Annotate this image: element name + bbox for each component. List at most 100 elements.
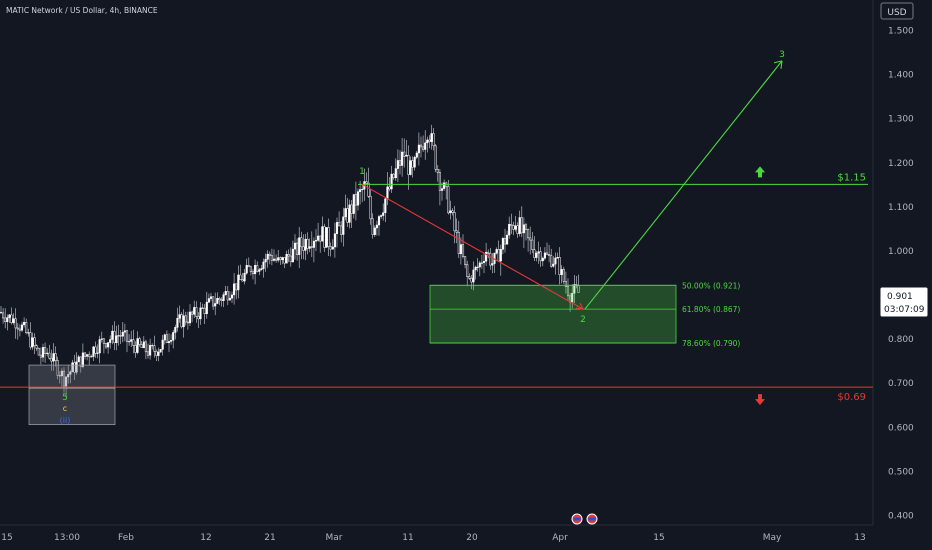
candle	[144, 339, 147, 360]
price-tick-label: 0.700	[888, 379, 914, 389]
candle	[419, 136, 423, 158]
candle	[390, 165, 393, 193]
candle	[464, 256, 467, 269]
candle	[487, 249, 490, 259]
candle	[459, 237, 462, 265]
candle	[184, 311, 187, 326]
price-tick-label: 1.400	[888, 71, 914, 81]
candle	[329, 242, 332, 257]
candle	[260, 264, 263, 271]
candle	[545, 242, 549, 256]
candle	[428, 135, 431, 149]
decline-arrow	[361, 183, 584, 310]
candle	[123, 323, 126, 342]
candle	[249, 265, 252, 276]
candle	[214, 292, 217, 316]
currency-button[interactable]	[880, 2, 914, 20]
candle	[230, 291, 234, 303]
candle	[558, 247, 561, 285]
candle	[283, 257, 286, 269]
candle	[272, 249, 276, 262]
candle	[449, 200, 452, 220]
candle	[222, 292, 225, 308]
resistance-label: $1.15	[837, 172, 866, 183]
candle	[266, 250, 269, 268]
candle	[564, 271, 567, 294]
price-tick-label: 0.400	[888, 512, 914, 522]
candle	[65, 375, 68, 398]
wave-ii-zone	[28, 364, 116, 426]
candle	[191, 310, 194, 323]
time-axis[interactable]: 15 13:00 Feb 12 21 Mar 11 20 Apr 15 May 13	[1, 513, 866, 543]
candle	[541, 256, 544, 267]
price-tick-label: 1.200	[888, 159, 914, 169]
candle	[159, 349, 162, 353]
event-flag-icon[interactable]	[586, 513, 598, 525]
candle	[233, 273, 236, 305]
candle	[335, 217, 339, 248]
candle	[245, 258, 248, 275]
candle	[377, 214, 381, 236]
candle	[100, 331, 103, 343]
candle	[77, 354, 80, 363]
candle	[562, 266, 565, 284]
candle	[0, 305, 3, 315]
candle	[331, 239, 334, 250]
candle	[405, 139, 408, 157]
candle	[35, 344, 38, 351]
candle	[302, 234, 305, 260]
candle	[4, 308, 7, 329]
candle	[270, 248, 273, 266]
candle	[20, 321, 24, 333]
candle	[254, 259, 257, 285]
candle	[121, 321, 124, 343]
candle	[566, 278, 570, 300]
candle	[2, 307, 5, 324]
candle	[239, 264, 242, 280]
candle	[277, 249, 280, 263]
overlays-group: $1.15 $0.69 50.00% (0.921) 61.80% (0.867) 78…	[0, 50, 873, 426]
candle	[392, 173, 395, 180]
candle	[193, 300, 196, 319]
candle	[424, 130, 427, 160]
candle	[516, 222, 519, 238]
fib-retracement-zone[interactable]	[429, 284, 677, 344]
candle	[344, 194, 347, 221]
candle	[293, 234, 297, 260]
candle	[226, 285, 229, 306]
candle	[548, 245, 551, 263]
candle	[520, 206, 523, 238]
candle	[25, 318, 28, 335]
candle	[228, 291, 231, 302]
candle	[291, 240, 294, 263]
decline-arrowhead	[575, 302, 584, 310]
price-axis[interactable]: 1.5001.4001.3001.2001.1001.0000.9000.800…	[888, 27, 914, 522]
candle	[207, 293, 210, 304]
candle	[58, 371, 61, 384]
candle	[373, 225, 376, 237]
candle	[403, 138, 406, 168]
candle	[31, 332, 34, 350]
candle	[413, 155, 416, 171]
candle	[241, 272, 244, 282]
candle	[296, 238, 299, 261]
candle	[352, 194, 355, 219]
price-tick-label: 1.500	[888, 27, 914, 37]
candle	[495, 247, 498, 255]
candle	[113, 321, 116, 351]
candle	[491, 253, 494, 274]
fib-level-label: 78.60% (0.790)	[682, 339, 740, 348]
event-flag-icon[interactable]	[571, 513, 583, 525]
candle	[323, 223, 326, 252]
candle	[48, 344, 51, 360]
wave-label: c	[63, 404, 67, 413]
time-tick-label: Mar	[326, 533, 343, 543]
candle	[197, 312, 200, 329]
candle	[382, 203, 385, 221]
candle	[71, 359, 74, 373]
candle	[41, 343, 45, 363]
candle	[79, 356, 82, 373]
candle	[136, 331, 139, 355]
